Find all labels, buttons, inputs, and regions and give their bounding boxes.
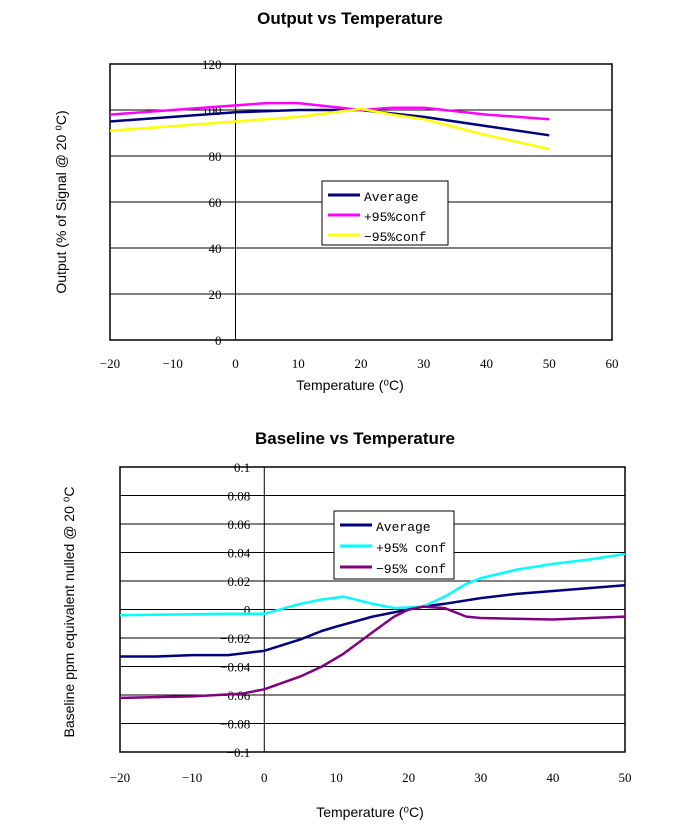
y-tick-label: −0.02 (220, 631, 250, 646)
x-tick-label: 10 (292, 356, 305, 371)
x-tick-label: 30 (474, 770, 487, 785)
x-axis-label: Temperature (⁰C) (296, 377, 404, 393)
y-tick-label: 0 (215, 333, 222, 348)
x-tick-label: 50 (543, 356, 556, 371)
y-tick-label: 80 (209, 149, 222, 164)
y-axis-label: Output (% of Signal @ 20 ⁰C) (53, 110, 69, 293)
y-tick-label: 0 (244, 603, 251, 618)
chart-title: Output vs Temperature (257, 9, 443, 28)
series-line--95-conf (109, 101, 550, 121)
x-tick-label: −10 (163, 356, 183, 371)
series-line--95-conf (109, 107, 550, 151)
legend-label: −95% conf (376, 562, 446, 577)
y-tick-label: −0.04 (220, 660, 251, 675)
legend-label: −95%conf (364, 230, 426, 245)
x-tick-label: 0 (232, 356, 239, 371)
x-tick-label: 60 (606, 356, 619, 371)
x-tick-label: 10 (330, 770, 343, 785)
legend-label: Average (376, 520, 431, 535)
y-tick-label: 0.08 (228, 489, 251, 504)
y-tick-label: −0.08 (220, 717, 250, 732)
y-tick-label: 40 (209, 241, 222, 256)
x-tick-label: −20 (100, 356, 120, 371)
x-tick-label: 0 (261, 770, 268, 785)
y-tick-label: 20 (209, 287, 222, 302)
x-tick-label: −10 (182, 770, 202, 785)
x-tick-label: 20 (402, 770, 415, 785)
series-line--95-conf (119, 605, 626, 700)
y-tick-label: 60 (209, 195, 222, 210)
legend-label: +95%conf (364, 210, 426, 225)
x-tick-label: −20 (110, 770, 130, 785)
legend-label: Average (364, 190, 419, 205)
y-tick-label: −0.06 (220, 688, 251, 703)
x-tick-label: 50 (619, 770, 632, 785)
y-tick-label: 0.1 (234, 460, 250, 475)
x-tick-label: 40 (480, 356, 493, 371)
x-tick-label: 40 (546, 770, 559, 785)
x-tick-label: 30 (417, 356, 430, 371)
y-tick-label: 0.04 (228, 546, 251, 561)
y-tick-label: 120 (202, 57, 222, 72)
legend-label: +95% conf (376, 541, 446, 556)
series-line--95-conf (119, 552, 626, 617)
series-line-average (109, 108, 550, 137)
y-tick-label: −0.1 (227, 745, 251, 760)
series-line-average (120, 584, 626, 658)
chart-title: Baseline vs Temperature (255, 429, 455, 448)
y-tick-label: 0.02 (228, 574, 251, 589)
y-axis-label: Baseline ppm equivalent nulled @ 20 ⁰C (61, 487, 77, 738)
x-axis-label: Temperature (⁰C) (316, 804, 424, 820)
y-tick-label: 0.06 (228, 517, 251, 532)
x-tick-label: 20 (355, 356, 368, 371)
